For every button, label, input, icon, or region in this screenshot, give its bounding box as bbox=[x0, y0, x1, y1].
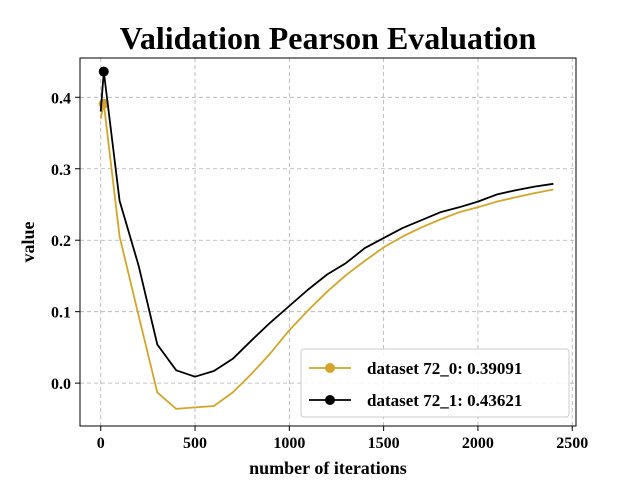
x-tick-label: 0 bbox=[97, 435, 105, 452]
legend-label-1: dataset 72_1: 0.43621 bbox=[367, 391, 522, 410]
x-axis-label: number of iterations bbox=[249, 458, 407, 478]
axis-ticks: 0 500 1000 1500 2000 2500 0.0 0.1 0.2 0.3 0.4 bbox=[51, 90, 588, 452]
legend-label-0: dataset 72_0: 0.39091 bbox=[367, 359, 522, 378]
series-lines bbox=[98, 66, 554, 410]
x-tick-label: 1000 bbox=[273, 435, 305, 452]
x-tick-label: 2000 bbox=[462, 435, 494, 452]
x-tick-label: 1500 bbox=[368, 435, 400, 452]
legend-box bbox=[300, 348, 570, 418]
x-tick-label: 2500 bbox=[556, 435, 588, 452]
y-tick-label: 0.4 bbox=[51, 90, 71, 107]
y-tick-label: 0.3 bbox=[51, 162, 71, 179]
series-marker-1 bbox=[98, 66, 109, 77]
plot-frame bbox=[79, 57, 577, 427]
legend: dataset 72_0: 0.39091 dataset 72_1: 0.436… bbox=[300, 348, 570, 418]
chart-title: Validation Pearson Evaluation bbox=[120, 20, 537, 56]
y-tick-label: 0.2 bbox=[51, 233, 71, 250]
y-axis-label: value bbox=[18, 221, 38, 262]
legend-marker-0 bbox=[325, 363, 335, 373]
legend-marker-1 bbox=[325, 395, 335, 405]
y-tick-label: 0.1 bbox=[51, 305, 71, 322]
series-line-1 bbox=[99, 70, 554, 378]
series-line-0 bbox=[99, 102, 554, 410]
y-tick-label: 0.0 bbox=[51, 376, 71, 393]
x-tick-label: 500 bbox=[183, 435, 207, 452]
